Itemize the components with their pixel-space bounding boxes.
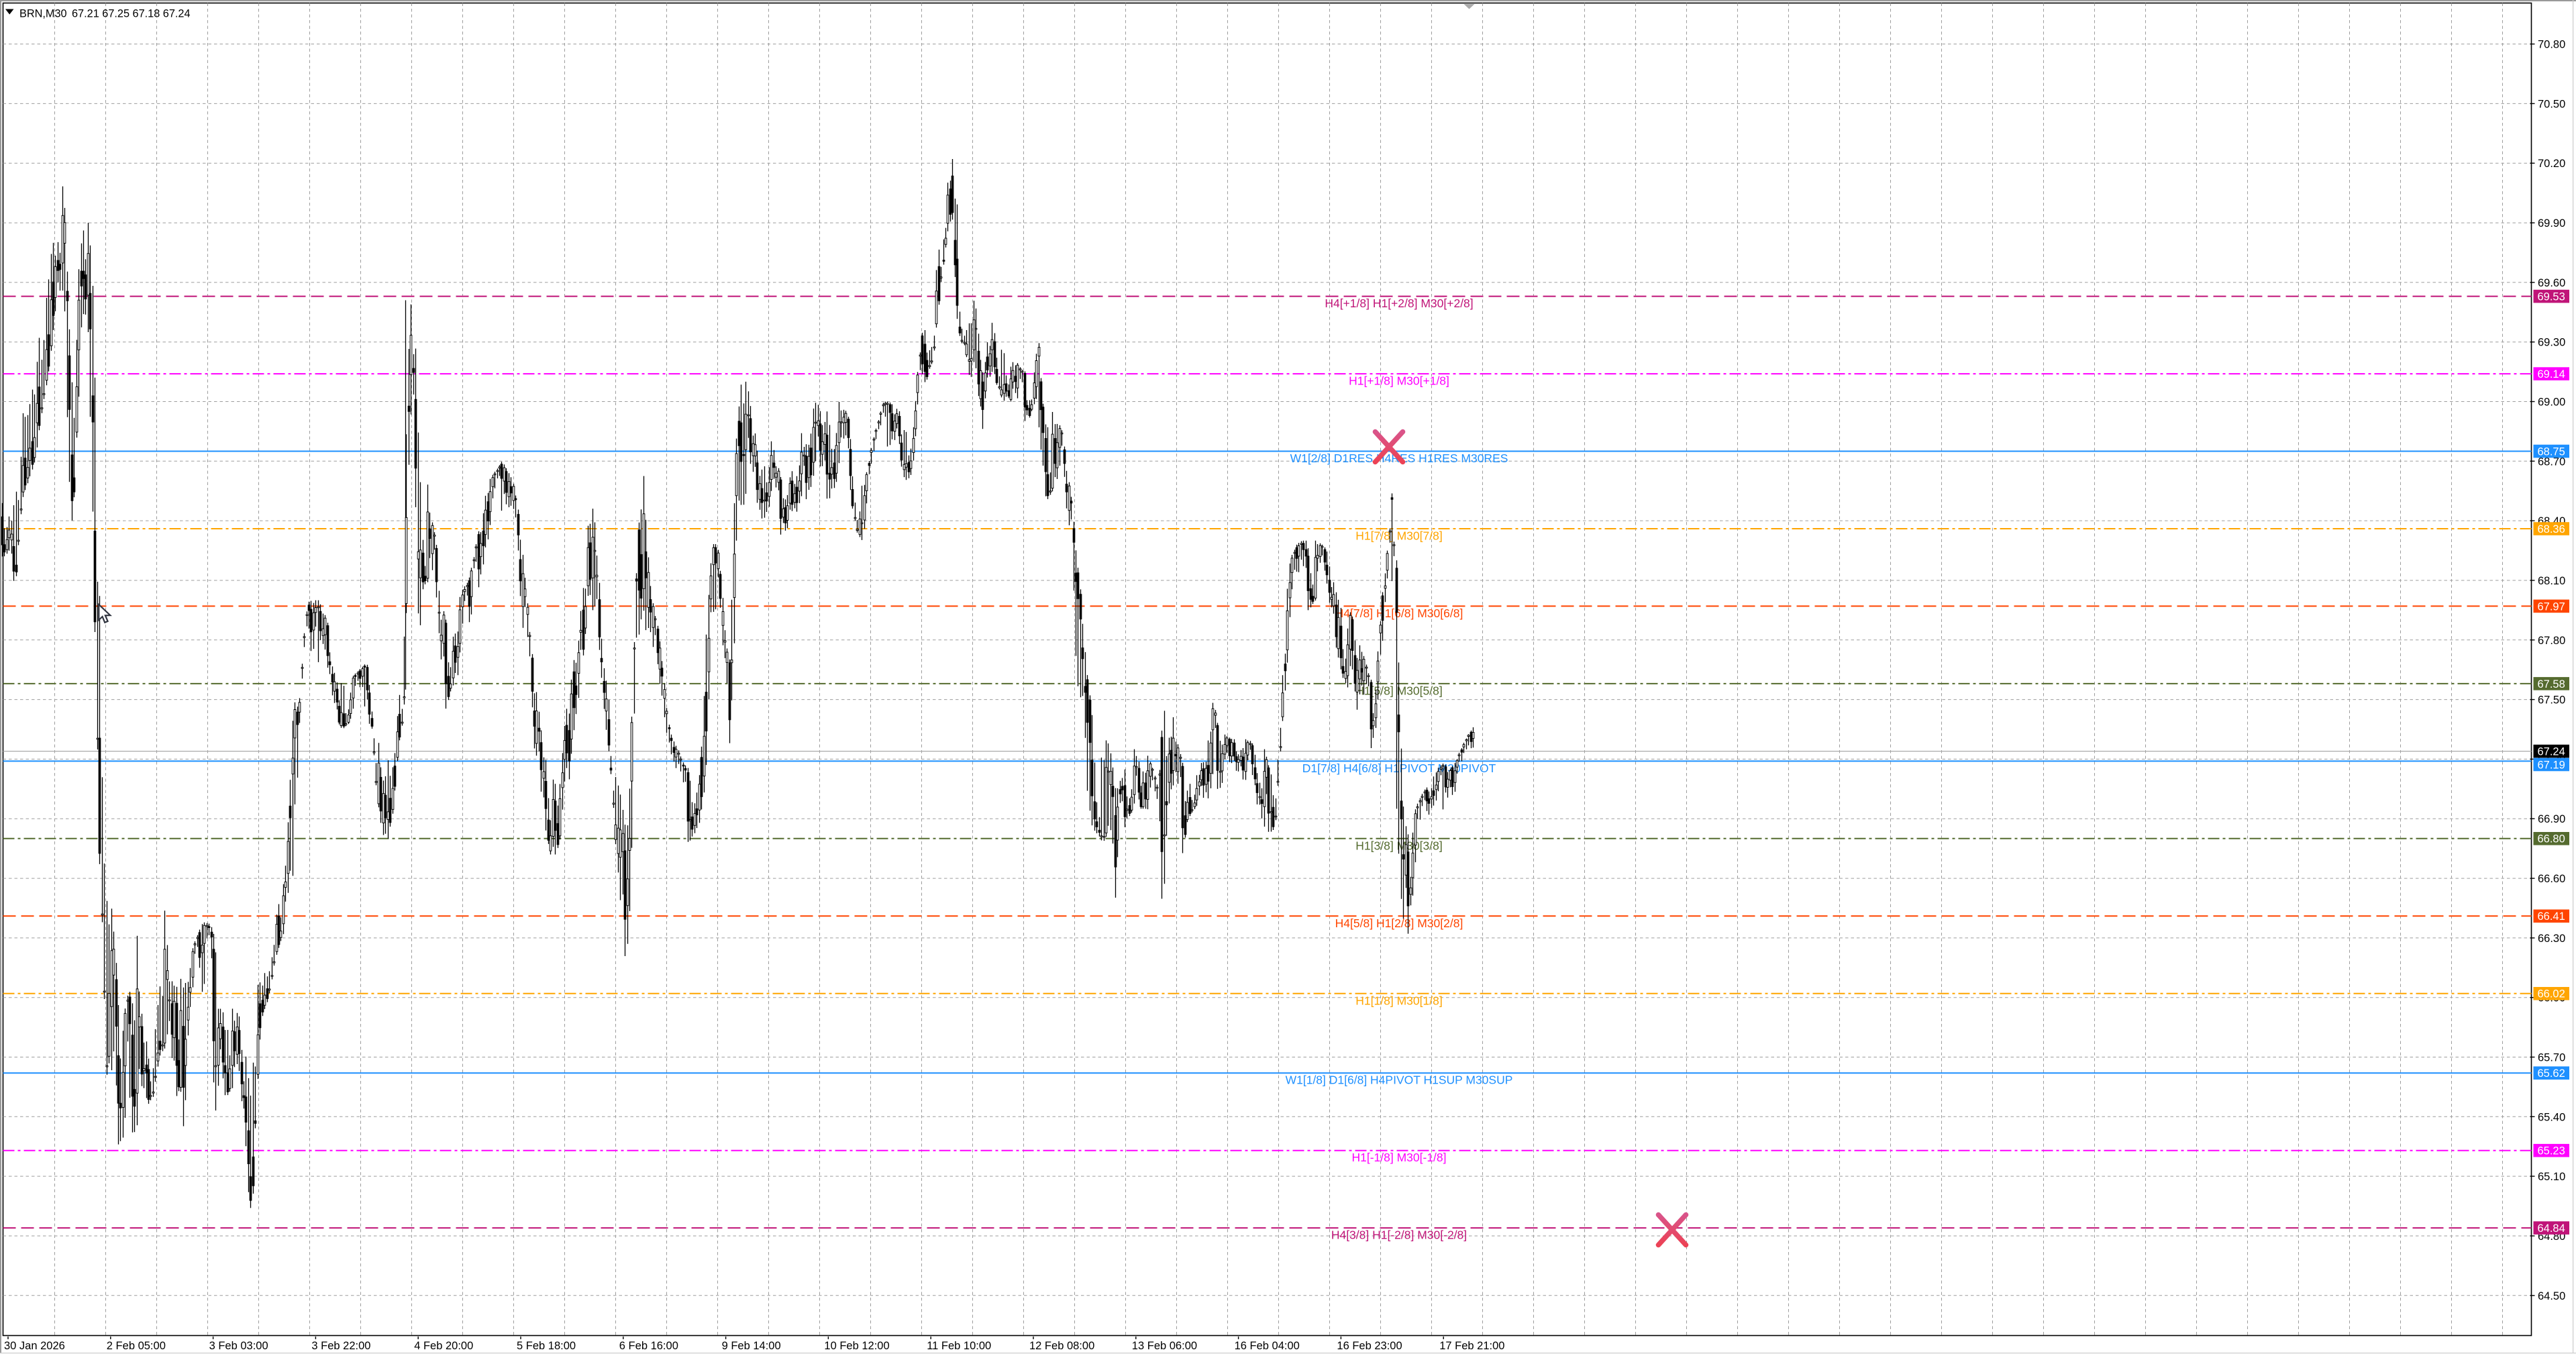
svg-text:69.14: 69.14 (2538, 368, 2565, 380)
svg-text:70.50: 70.50 (2538, 98, 2565, 110)
svg-text:70.20: 70.20 (2538, 158, 2565, 170)
svg-text:BRN,M30: BRN,M30 (19, 8, 67, 20)
svg-text:H4[7/8] H1[6/8] M30[6/8]: H4[7/8] H1[6/8] M30[6/8] (1335, 607, 1463, 620)
svg-text:4 Feb 20:00: 4 Feb 20:00 (414, 1340, 473, 1352)
svg-text:69.90: 69.90 (2538, 217, 2565, 229)
svg-text:70.80: 70.80 (2538, 39, 2565, 51)
svg-text:67.24: 67.24 (2538, 746, 2565, 758)
svg-text:66.41: 66.41 (2538, 910, 2565, 923)
svg-text:3 Feb 03:00: 3 Feb 03:00 (209, 1340, 268, 1352)
svg-text:68.70: 68.70 (2538, 456, 2565, 468)
svg-text:16 Feb 23:00: 16 Feb 23:00 (1337, 1340, 1402, 1352)
svg-text:68.36: 68.36 (2538, 523, 2565, 535)
svg-text:65.62: 65.62 (2538, 1067, 2565, 1080)
svg-text:17 Feb 21:00: 17 Feb 21:00 (1439, 1340, 1504, 1352)
svg-text:69.60: 69.60 (2538, 277, 2565, 289)
svg-text:64.50: 64.50 (2538, 1290, 2565, 1302)
svg-text:69.30: 69.30 (2538, 337, 2565, 349)
svg-text:64.84: 64.84 (2538, 1222, 2565, 1235)
svg-text:67.21 67.25 67.18 67.24: 67.21 67.25 67.18 67.24 (72, 8, 191, 20)
svg-text:67.19: 67.19 (2538, 759, 2565, 771)
svg-text:3 Feb 22:00: 3 Feb 22:00 (311, 1340, 370, 1352)
svg-text:67.50: 67.50 (2538, 694, 2565, 707)
svg-text:13 Feb 06:00: 13 Feb 06:00 (1132, 1340, 1197, 1352)
svg-text:68.10: 68.10 (2538, 575, 2565, 587)
svg-text:65.23: 65.23 (2538, 1145, 2565, 1157)
svg-text:H1[+1/8] M30[+1/8]: H1[+1/8] M30[+1/8] (1349, 374, 1449, 388)
svg-text:9 Feb 14:00: 9 Feb 14:00 (722, 1340, 781, 1352)
svg-text:65.40: 65.40 (2538, 1111, 2565, 1123)
svg-text:6 Feb 16:00: 6 Feb 16:00 (619, 1340, 678, 1352)
svg-text:66.02: 66.02 (2538, 988, 2565, 1000)
svg-text:16 Feb 04:00: 16 Feb 04:00 (1235, 1340, 1300, 1352)
svg-text:30 Jan 2026: 30 Jan 2026 (4, 1340, 65, 1352)
svg-text:66.30: 66.30 (2538, 933, 2565, 945)
svg-text:H1[1/8] M30[1/8]: H1[1/8] M30[1/8] (1355, 994, 1442, 1007)
svg-text:65.10: 65.10 (2538, 1171, 2565, 1183)
svg-text:66.80: 66.80 (2538, 833, 2565, 845)
svg-text:67.80: 67.80 (2538, 635, 2565, 647)
svg-text:W1[1/8] D1[6/8] H4PIVOT H1SUP: W1[1/8] D1[6/8] H4PIVOT H1SUP M30SUP (1286, 1074, 1513, 1087)
svg-text:66.90: 66.90 (2538, 813, 2565, 825)
svg-text:67.58: 67.58 (2538, 678, 2565, 690)
svg-text:H4[+1/8] H1[+2/8] M30[+2/8]: H4[+1/8] H1[+2/8] M30[+2/8] (1325, 297, 1473, 310)
svg-text:65.70: 65.70 (2538, 1052, 2565, 1064)
svg-text:H1[-1/8] M30[-1/8]: H1[-1/8] M30[-1/8] (1351, 1151, 1446, 1164)
svg-text:2 Feb 05:00: 2 Feb 05:00 (107, 1340, 166, 1352)
svg-text:H1[7/8] M30[7/8]: H1[7/8] M30[7/8] (1355, 529, 1442, 543)
svg-text:68.75: 68.75 (2538, 446, 2565, 458)
svg-text:H4[5/8] H1[2/8] M30[2/8]: H4[5/8] H1[2/8] M30[2/8] (1335, 917, 1463, 930)
svg-text:11 Feb 10:00: 11 Feb 10:00 (927, 1340, 991, 1352)
svg-text:67.97: 67.97 (2538, 601, 2565, 613)
svg-text:10 Feb 12:00: 10 Feb 12:00 (824, 1340, 889, 1352)
svg-text:5 Feb 18:00: 5 Feb 18:00 (517, 1340, 576, 1352)
svg-text:69.00: 69.00 (2538, 397, 2565, 409)
svg-text:H4[3/8] H1[-2/8] M30[-2/8]: H4[3/8] H1[-2/8] M30[-2/8] (1331, 1229, 1467, 1242)
svg-text:12 Feb 08:00: 12 Feb 08:00 (1029, 1340, 1094, 1352)
svg-text:66.60: 66.60 (2538, 873, 2565, 885)
svg-text:69.53: 69.53 (2538, 291, 2565, 303)
svg-text:D1[7/8] H4[6/8] H1PIVOT M30PIV: D1[7/8] H4[6/8] H1PIVOT M30PIVOT (1302, 762, 1496, 775)
